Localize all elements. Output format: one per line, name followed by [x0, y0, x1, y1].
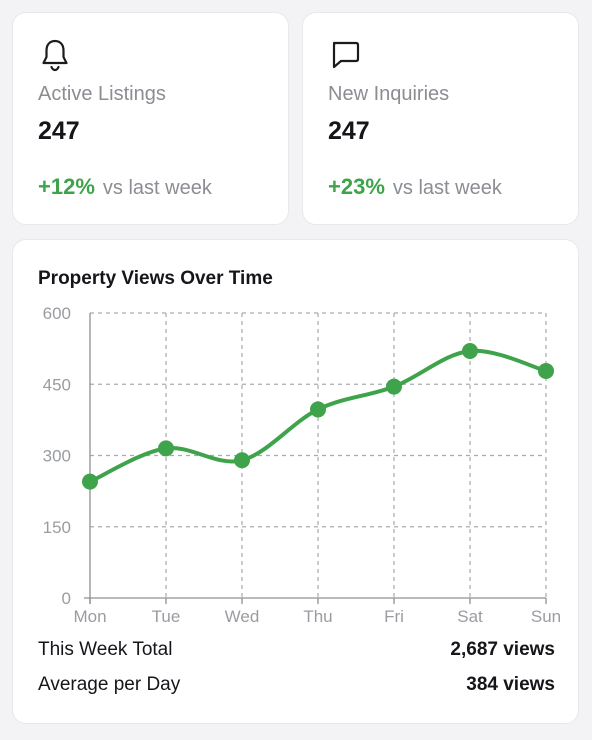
data-point	[462, 343, 478, 359]
active-listings-card[interactable]: Active Listings 247 +12% vs last week	[12, 12, 289, 225]
x-tick-label: Wed	[225, 607, 260, 626]
data-point	[386, 378, 402, 395]
data-point	[82, 473, 98, 490]
y-tick-label: 0	[62, 589, 71, 608]
x-tick-label: Fri	[384, 607, 404, 626]
y-tick-label: 150	[43, 518, 71, 537]
data-point	[310, 401, 326, 418]
message-icon	[329, 37, 361, 73]
x-tick-label: Thu	[303, 607, 332, 626]
new-inquiries-card[interactable]: New Inquiries 247 +23% vs last week	[302, 12, 579, 225]
stat-title: Active Listings	[38, 83, 166, 105]
y-tick-label: 300	[43, 447, 71, 466]
chart-title: Property Views Over Time	[38, 268, 273, 289]
stat-change-suffix: vs last week	[392, 177, 502, 199]
data-point	[158, 440, 174, 457]
stat-value: 247	[328, 117, 370, 145]
stat-change-percent: +12%	[38, 174, 95, 199]
summary-value: 384 views	[466, 674, 555, 695]
x-tick-label: Mon	[73, 607, 106, 626]
summary-label: This Week Total	[38, 639, 173, 660]
stat-change-percent: +23%	[328, 174, 385, 199]
stat-change: +12% vs last week	[38, 174, 212, 200]
summary-label: Average per Day	[38, 674, 181, 695]
property-views-chart: 0 150 300 450 600 Mon Tue Wed Thu Fri Sat Sun	[43, 304, 562, 626]
y-tick-label: 450	[43, 375, 71, 394]
bell-icon	[39, 37, 71, 73]
data-point	[538, 362, 554, 379]
x-tick-label: Tue	[152, 607, 181, 626]
y-tick-label: 600	[43, 304, 71, 323]
summary-value: 2,687 views	[450, 639, 555, 660]
x-tick-label: Sun	[531, 607, 561, 626]
x-tick-label: Sat	[457, 607, 483, 626]
stat-change: +23% vs last week	[328, 174, 502, 200]
stat-change-suffix: vs last week	[102, 177, 212, 199]
stat-value: 247	[38, 117, 80, 145]
data-point	[234, 452, 250, 469]
stat-title: New Inquiries	[328, 83, 450, 105]
property-views-card: Property Views Over Time 0 150 300 450 600 Mo…	[12, 239, 579, 724]
